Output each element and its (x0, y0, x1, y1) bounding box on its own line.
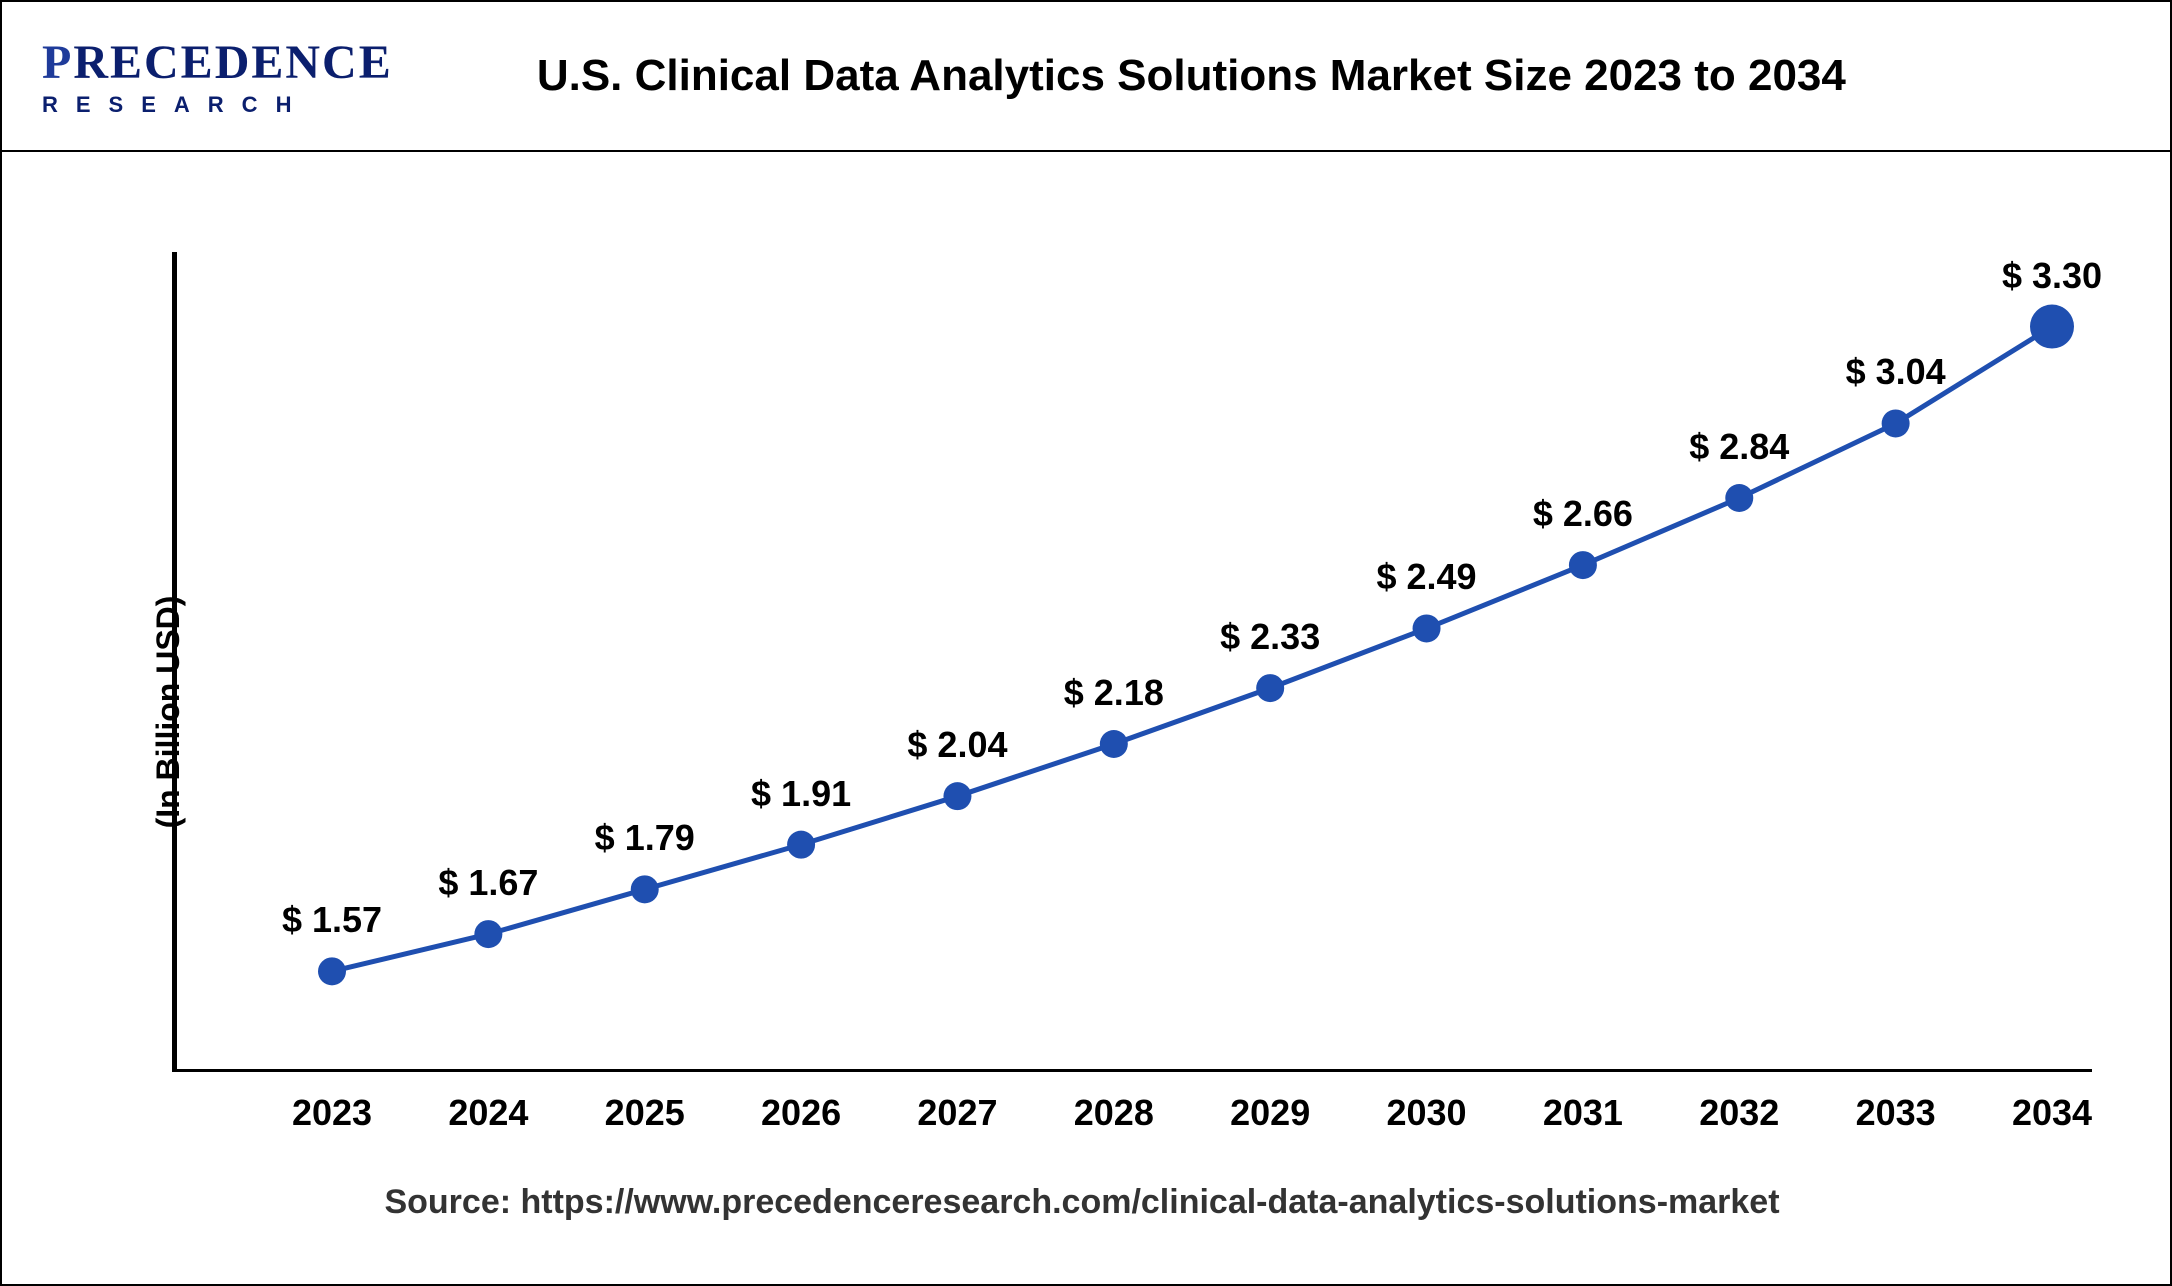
source-text: Source: https://www.precedenceresearch.c… (52, 1183, 2112, 1222)
x-tick-label: 2034 (2012, 1092, 2092, 1134)
x-tick-label: 2024 (448, 1092, 528, 1134)
data-label: $ 3.04 (1846, 351, 1946, 393)
data-point (1569, 551, 1597, 579)
data-label: $ 1.67 (438, 862, 538, 904)
data-point (787, 831, 815, 859)
data-point (1725, 484, 1753, 512)
data-label: $ 1.91 (751, 773, 851, 815)
x-tick-label: 2027 (917, 1092, 997, 1134)
data-label: $ 3.30 (2002, 255, 2102, 297)
chart-title: U.S. Clinical Data Analytics Solutions M… (453, 51, 2130, 101)
x-tick-label: 2033 (1856, 1092, 1936, 1134)
logo-brand: PRECEDENCE (42, 35, 393, 90)
logo-accent-letter: P (42, 36, 73, 89)
plot-area: $ 1.57 $ 1.67 $ 1.79 $ 1.91 $ 2.04 $ 2.18 $ 2.… (172, 252, 2092, 1072)
data-point (943, 782, 971, 810)
x-tick-label: 2028 (1074, 1092, 1154, 1134)
chart-container: (In Billion USD) $ 1.57$ 1.67$ 1.79$ 1.9… (52, 172, 2112, 1252)
data-point (1413, 614, 1441, 642)
header-bar: PRECEDENCE RESEARCH U.S. Clinical Data A… (2, 2, 2170, 152)
x-tick-label: 2029 (1230, 1092, 1310, 1134)
data-label: $ 2.84 (1689, 426, 1789, 468)
x-tick-label: 2032 (1699, 1092, 1779, 1134)
logo: PRECEDENCE RESEARCH (42, 35, 393, 118)
chart-frame: PRECEDENCE RESEARCH U.S. Clinical Data A… (0, 0, 2172, 1286)
data-point (2030, 305, 2074, 349)
logo-brand-rest: RECEDENCE (73, 36, 392, 89)
data-label: $ 2.49 (1376, 556, 1476, 598)
data-point (474, 920, 502, 948)
x-tick-label: 2025 (605, 1092, 685, 1134)
data-label: $ 2.18 (1064, 672, 1164, 714)
x-tick-label: 2023 (292, 1092, 372, 1134)
trend-line (332, 327, 2052, 972)
data-point (1256, 674, 1284, 702)
data-label: $ 2.33 (1220, 616, 1320, 658)
data-point (318, 957, 346, 985)
x-tick-label: 2026 (761, 1092, 841, 1134)
data-label: $ 1.79 (595, 817, 695, 859)
line-chart-svg (172, 252, 2092, 1072)
data-point (631, 875, 659, 903)
data-point (1100, 730, 1128, 758)
x-tick-label: 2031 (1543, 1092, 1623, 1134)
data-label: $ 1.57 (282, 899, 382, 941)
data-label: $ 2.04 (907, 724, 1007, 766)
data-label: $ 2.66 (1533, 493, 1633, 535)
logo-subtext: RESEARCH (42, 92, 393, 118)
data-point (1882, 409, 1910, 437)
x-tick-label: 2030 (1386, 1092, 1466, 1134)
